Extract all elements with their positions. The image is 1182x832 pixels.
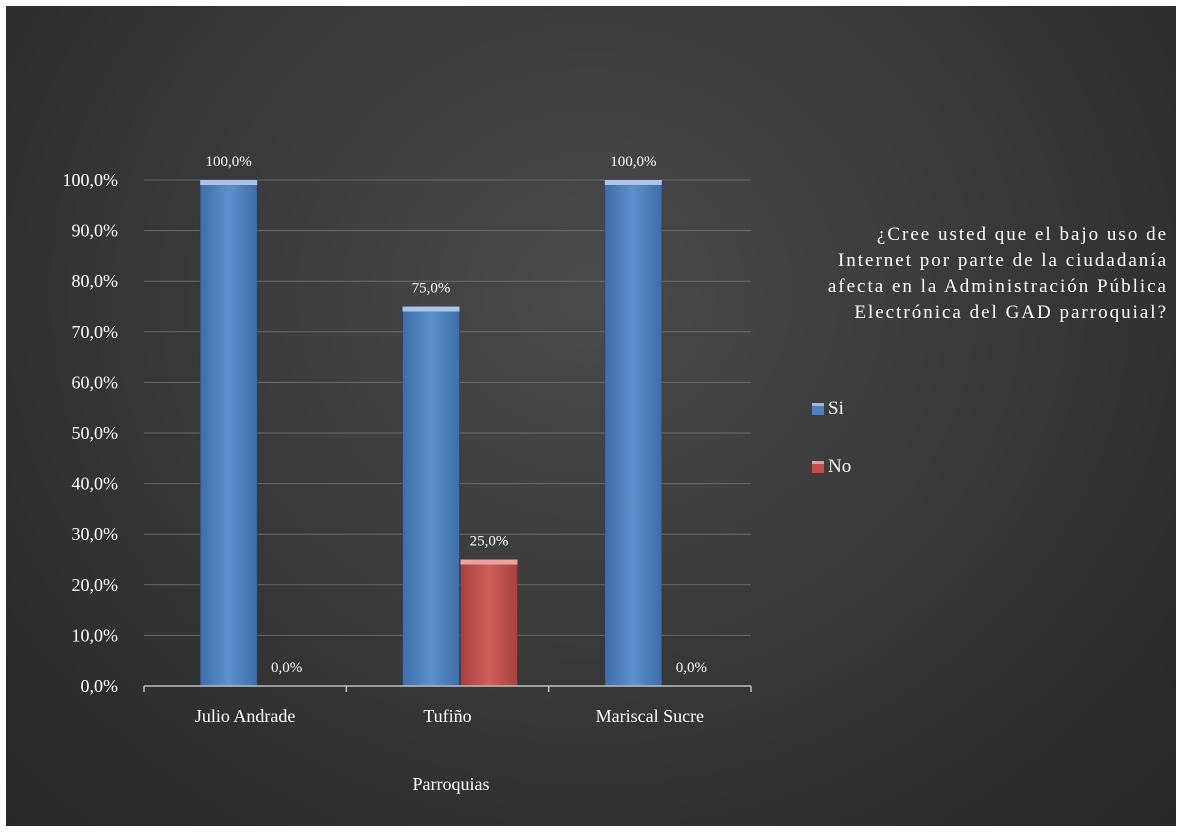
legend-label-no: No	[828, 456, 852, 477]
bar-no	[460, 559, 518, 687]
chart-area: 0,0% 10,0% 20,0% 30,0% 40,0% 50,0% 60,0% 70,0% 8…	[6, 6, 1176, 826]
y-tick-label: 50,0%	[72, 423, 119, 443]
legend-title-line: afecta en la Administración Pública	[827, 276, 1168, 297]
x-category-label: Julio Andrade	[195, 706, 296, 726]
data-label-no: 25,0%	[470, 534, 509, 550]
legend-label-si: Si	[828, 398, 844, 419]
bar-cap-si	[402, 306, 460, 312]
y-tick-label: 10,0%	[72, 625, 119, 645]
x-category-label: Mariscal Sucre	[596, 706, 704, 726]
data-label-no: 0,0%	[676, 660, 707, 676]
data-label-si: 75,0%	[412, 281, 451, 297]
data-label-si: 100,0%	[206, 154, 252, 170]
data-label-no: 0,0%	[271, 660, 302, 676]
legend-title: ¿Cree usted que el bajo uso de Internet …	[706, 222, 1168, 326]
bar-si	[199, 179, 258, 687]
y-tick-label: 90,0%	[72, 221, 119, 241]
x-axis-title: Parroquias	[413, 774, 490, 794]
bar-si	[604, 179, 663, 687]
legend-title-line: Internet por parte de la ciudadanía	[837, 250, 1168, 271]
data-label-si: 100,0%	[610, 154, 656, 170]
legend-swatch-no	[812, 461, 824, 473]
x-category-label: Tufiño	[423, 706, 471, 726]
legend-title-line: ¿Cree usted que el bajo uso de	[876, 224, 1168, 245]
legend-swatch-si	[812, 403, 824, 415]
y-tick-label: 80,0%	[72, 271, 119, 291]
legend-item-no: No	[812, 456, 851, 478]
y-tick-label: 40,0%	[72, 474, 119, 494]
bar-cap-no	[460, 559, 518, 565]
legend-item-si: Si	[812, 398, 844, 420]
bar-cap-si	[200, 180, 258, 185]
y-tick-label: 30,0%	[72, 524, 119, 544]
y-tick-label: 0,0%	[81, 676, 119, 696]
y-tick-label: 20,0%	[72, 575, 119, 595]
bar-si	[402, 306, 460, 687]
chart-plot: 0,0% 10,0% 20,0% 30,0% 40,0% 50,0% 60,0% 70,0% 8…	[63, 154, 752, 794]
y-tick-label: 100,0%	[63, 170, 119, 190]
bar-cap-si	[604, 180, 662, 185]
legend-title-line: Electrónica del GAD parroquial?	[854, 302, 1168, 323]
y-tick-label: 70,0%	[72, 322, 119, 342]
y-tick-label: 60,0%	[72, 372, 119, 392]
